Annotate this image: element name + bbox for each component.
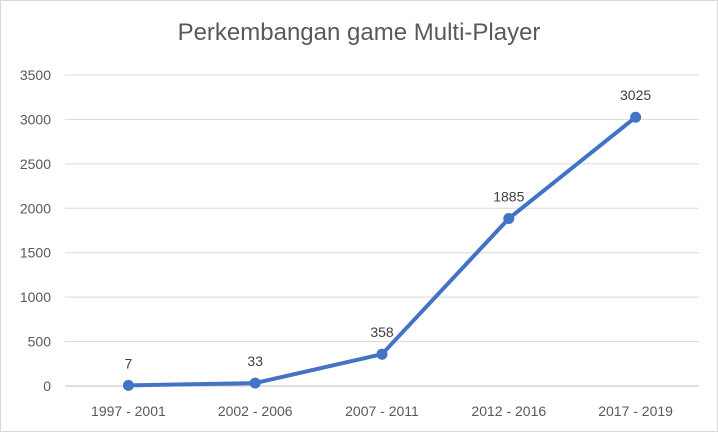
chart-title: Perkembangan game Multi-Player bbox=[177, 19, 541, 46]
data-point bbox=[376, 348, 388, 360]
gridlines bbox=[65, 74, 699, 343]
y-tick-label: 1500 bbox=[20, 245, 51, 261]
data-label: 7 bbox=[125, 355, 133, 371]
y-tick-label: 1000 bbox=[20, 289, 51, 305]
series-layer bbox=[122, 111, 642, 391]
label-layer: 0 500 1000 1500 2000 2500 3000 3500 1997 - 2001 2… bbox=[20, 67, 673, 419]
data-label: 3025 bbox=[620, 87, 651, 103]
data-point bbox=[630, 111, 642, 123]
data-point bbox=[503, 213, 515, 225]
y-tick-label: 2500 bbox=[20, 156, 51, 172]
y-tick-label: 3000 bbox=[20, 111, 51, 127]
data-point bbox=[249, 377, 261, 389]
data-label: 1885 bbox=[493, 189, 524, 205]
data-point bbox=[122, 379, 134, 391]
data-label: 33 bbox=[247, 353, 263, 369]
x-tick-label: 1997 - 2001 bbox=[91, 403, 166, 419]
y-tick-label: 500 bbox=[28, 334, 52, 350]
x-tick-label: 2017 - 2019 bbox=[598, 403, 673, 419]
x-tick-label: 2012 - 2016 bbox=[471, 403, 546, 419]
x-tick-label: 2007 - 2011 bbox=[345, 403, 419, 419]
y-tick-label: 0 bbox=[43, 378, 51, 394]
y-tick-label: 2000 bbox=[20, 200, 51, 216]
x-tick-label: 2002 - 2006 bbox=[218, 403, 293, 419]
data-label: 358 bbox=[370, 324, 394, 340]
series-line bbox=[126, 115, 638, 388]
y-tick-label: 3500 bbox=[20, 67, 51, 83]
